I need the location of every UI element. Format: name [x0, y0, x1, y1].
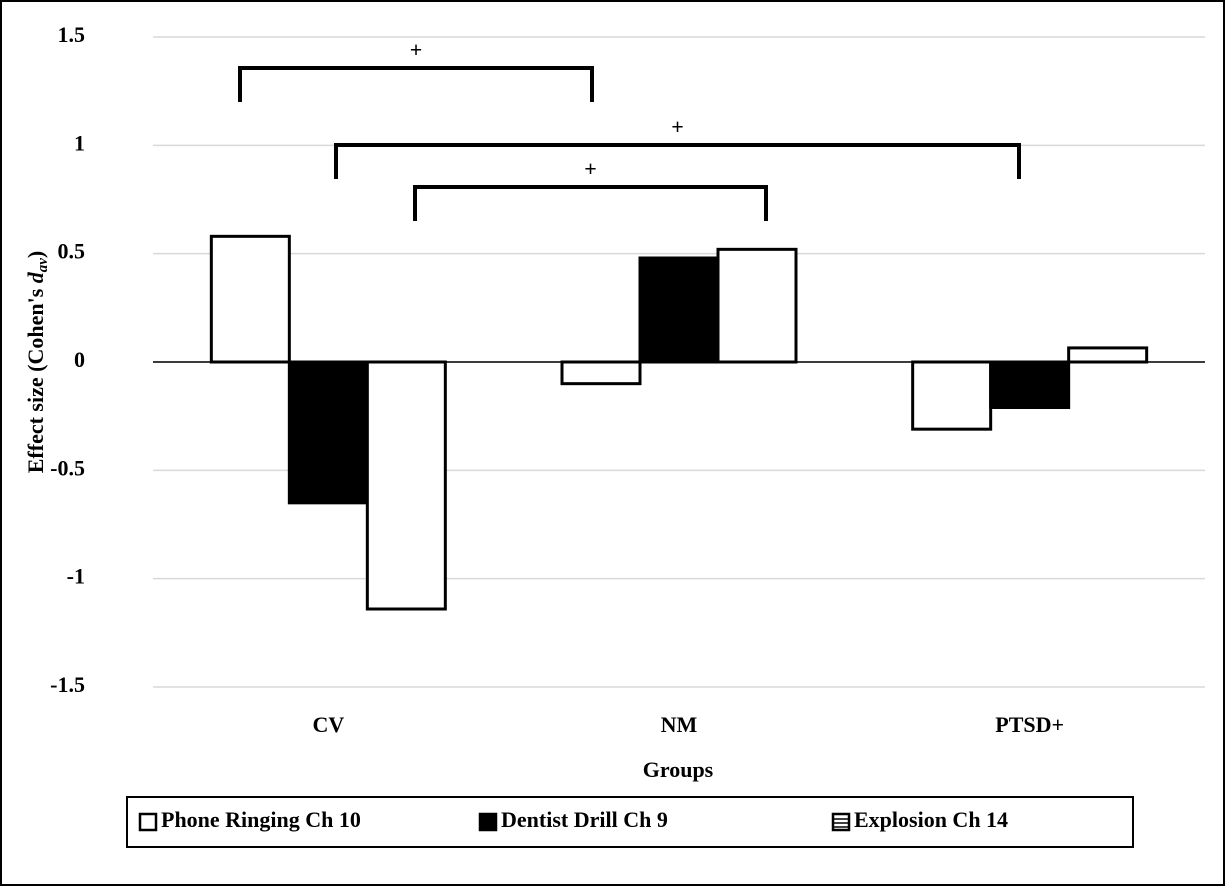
y-tick-label: 0 [74, 347, 85, 372]
significance-bracket [413, 185, 768, 221]
y-tick-label: 1.5 [58, 22, 86, 47]
bar [911, 360, 993, 431]
legend-swatch [831, 812, 851, 832]
y-label-subscript: av [35, 258, 51, 273]
bar [716, 247, 798, 364]
legend-label: Dentist Drill Ch 9 [501, 807, 668, 832]
annotation: + [410, 37, 423, 62]
y-tick-label: -1 [67, 564, 85, 589]
y-tick-label: -0.5 [50, 455, 85, 480]
bar [638, 256, 720, 364]
significance-bracket [334, 143, 1021, 179]
x-tick-label: NM [661, 712, 698, 737]
bar [287, 360, 369, 505]
y-label-italic: d [23, 271, 48, 283]
legend-label: Phone Ringing Ch 10 [161, 807, 361, 832]
y-axis-label: Effect size (Cohen's dav) [23, 251, 51, 474]
x-tick-label: PTSD+ [995, 712, 1064, 737]
legend-swatch [138, 812, 158, 832]
legend-label: Explosion Ch 14 [854, 807, 1008, 832]
bar [209, 234, 291, 364]
x-tick-label: CV [312, 712, 344, 737]
y-tick-label: 0.5 [58, 239, 86, 264]
y-tick-label: 1 [74, 130, 85, 155]
bar [560, 360, 642, 386]
y-label-text: Effect size (Cohen's [23, 283, 48, 473]
annotation: + [584, 156, 597, 181]
legend-box [126, 796, 1134, 848]
x-axis-label: Groups [643, 757, 714, 782]
significance-bracket [238, 66, 594, 102]
y-label-end: ) [23, 251, 48, 258]
annotation: + [671, 114, 684, 139]
y-tick-label: -1.5 [50, 672, 85, 697]
bar [365, 360, 447, 611]
bar [989, 360, 1071, 409]
legend-swatch [478, 812, 498, 832]
bar [1067, 346, 1149, 364]
